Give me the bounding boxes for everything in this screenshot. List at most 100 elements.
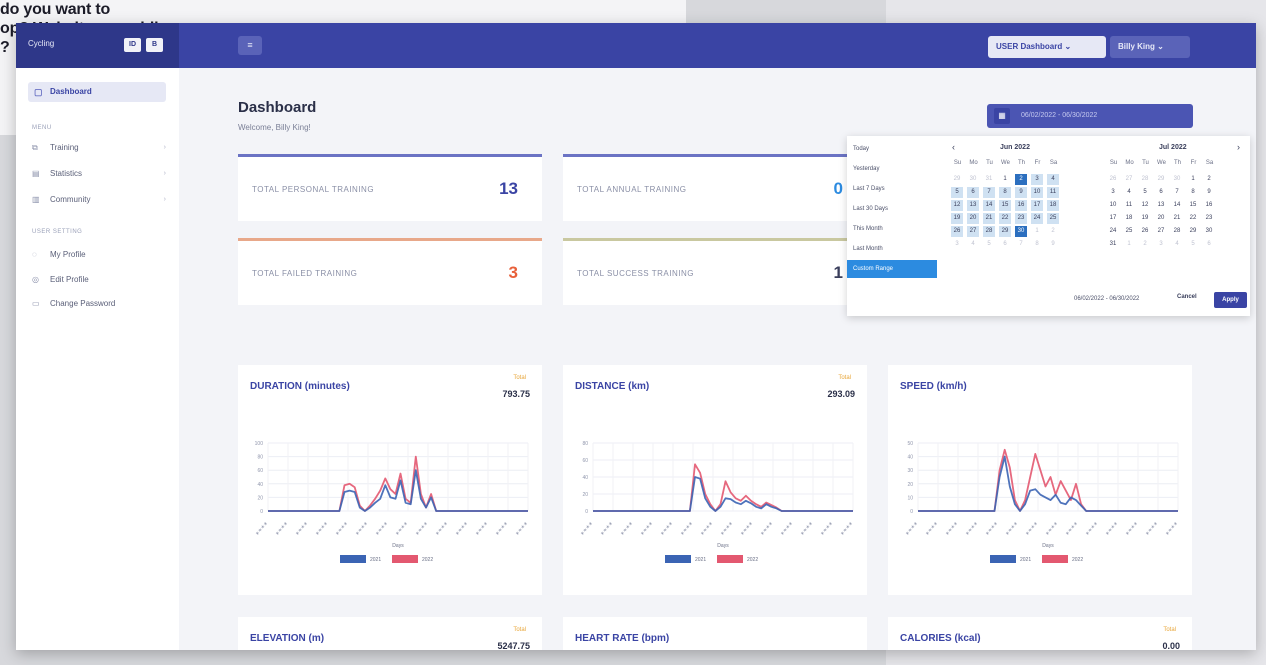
calendar-day[interactable]: 6	[1159, 189, 1163, 195]
calendar-day[interactable]: 23	[1205, 215, 1213, 221]
calendar-day[interactable]: 5	[1143, 189, 1147, 195]
calendar-day[interactable]: 12	[951, 200, 963, 211]
sidebar-item-my-profile[interactable]: ◌ My Profile	[32, 249, 166, 261]
calendar-day[interactable]: 21	[1173, 215, 1181, 221]
calendar-day[interactable]: 5	[951, 187, 963, 198]
calendar-day[interactable]: 7	[983, 187, 995, 198]
calendar-day[interactable]: 24	[1031, 213, 1043, 224]
calendar-day[interactable]: 2	[1051, 228, 1055, 234]
calendar-day[interactable]: 2	[1143, 241, 1147, 247]
range-last-month[interactable]: Last Month	[853, 246, 883, 252]
calendar-day[interactable]: 22	[1189, 215, 1197, 221]
calendar-day[interactable]: 9	[1051, 241, 1055, 247]
calendar-day[interactable]: 24	[1109, 228, 1117, 234]
range-yesterday[interactable]: Yesterday	[853, 166, 880, 172]
calendar-day[interactable]: 4	[1175, 241, 1179, 247]
calendar-day[interactable]: 26	[951, 226, 963, 237]
range-this-month[interactable]: This Month	[853, 226, 883, 232]
user-menu[interactable]: Billy King ⌄	[1110, 36, 1190, 58]
cancel-button[interactable]: Cancel	[1177, 294, 1197, 300]
calendar-day[interactable]: 28	[1141, 176, 1149, 182]
calendar-day[interactable]: 20	[1157, 215, 1165, 221]
prev-month-arrow-icon[interactable]: ‹	[952, 142, 955, 152]
calendar-day[interactable]: 25	[1047, 213, 1059, 224]
brand-button-id[interactable]: ID	[124, 38, 141, 52]
date-range-button[interactable]: ▦ 06/02/2022 - 06/30/2022	[987, 104, 1193, 128]
calendar-day[interactable]: 12	[1141, 202, 1149, 208]
calendar-day[interactable]: 6	[1207, 241, 1211, 247]
calendar-day[interactable]: 27	[1125, 176, 1133, 182]
menu-icon[interactable]: ≡	[238, 36, 262, 55]
calendar-day[interactable]: 30	[969, 176, 977, 182]
calendar-day[interactable]: 2	[1207, 176, 1211, 182]
calendar-day[interactable]: 1	[1035, 228, 1039, 234]
calendar-day[interactable]: 11	[1125, 202, 1133, 208]
calendar-day[interactable]: 2	[1015, 174, 1027, 185]
next-month-arrow-icon[interactable]: ›	[1237, 142, 1240, 152]
calendar-day[interactable]: 18	[1125, 215, 1133, 221]
calendar-day[interactable]: 10	[1109, 202, 1117, 208]
sidebar-item-statistics[interactable]: ▤ Statistics ›	[32, 168, 166, 180]
calendar-day[interactable]: 3	[955, 241, 959, 247]
range-custom[interactable]: Custom Range	[847, 260, 937, 278]
calendar-day[interactable]: 29	[953, 176, 961, 182]
calendar-day[interactable]: 14	[983, 200, 995, 211]
calendar-day[interactable]: 10	[1031, 187, 1043, 198]
calendar-day[interactable]: 15	[999, 200, 1011, 211]
dashboard-select[interactable]: USER Dashboard ⌄	[988, 36, 1106, 58]
calendar-day[interactable]: 16	[1205, 202, 1213, 208]
calendar-day[interactable]: 14	[1173, 202, 1181, 208]
calendar-day[interactable]: 1	[1003, 176, 1007, 182]
calendar-day[interactable]: 13	[1157, 202, 1165, 208]
calendar-day[interactable]: 31	[1109, 241, 1117, 247]
calendar-day[interactable]: 30	[1015, 226, 1027, 237]
sidebar-item-dashboard[interactable]: ▢ Dashboard	[28, 82, 166, 102]
calendar-day[interactable]: 11	[1047, 187, 1059, 198]
sidebar-item-edit-profile[interactable]: ◎ Edit Profile	[32, 274, 166, 286]
range-today[interactable]: Today	[853, 146, 870, 152]
brand-name[interactable]: Cycling	[28, 39, 55, 48]
calendar-day[interactable]: 26	[1141, 228, 1149, 234]
calendar-day[interactable]: 16	[1015, 200, 1027, 211]
calendar-day[interactable]: 25	[1125, 228, 1133, 234]
calendar-day[interactable]: 30	[1205, 228, 1213, 234]
calendar-day[interactable]: 8	[1035, 241, 1039, 247]
apply-button[interactable]: Apply	[1214, 292, 1247, 308]
range-last-30-days[interactable]: Last 30 Days	[853, 206, 889, 212]
calendar-day[interactable]: 5	[1191, 241, 1195, 247]
calendar-day[interactable]: 8	[999, 187, 1011, 198]
calendar-day[interactable]: 9	[1207, 189, 1211, 195]
sidebar-item-training[interactable]: ⧉ Training ›	[32, 142, 166, 154]
calendar-day[interactable]: 6	[967, 187, 979, 198]
calendar-day[interactable]: 3	[1111, 189, 1115, 195]
calendar-day[interactable]: 1	[1191, 176, 1195, 182]
sidebar-item-community[interactable]: ▥ Community ›	[32, 194, 166, 206]
calendar-day[interactable]: 18	[1047, 200, 1059, 211]
calendar-day[interactable]: 20	[967, 213, 979, 224]
calendar-day[interactable]: 6	[1003, 241, 1007, 247]
calendar-day[interactable]: 1	[1127, 241, 1131, 247]
calendar-day[interactable]: 4	[1047, 174, 1059, 185]
range-last-7-days[interactable]: Last 7 Days	[853, 186, 885, 192]
calendar-day[interactable]: 9	[1015, 187, 1027, 198]
calendar-day[interactable]: 22	[999, 213, 1011, 224]
calendar-day[interactable]: 29	[999, 226, 1011, 237]
calendar-day[interactable]: 5	[987, 241, 991, 247]
calendar-day[interactable]: 28	[1173, 228, 1181, 234]
sidebar-item-change-password[interactable]: ▭ Change Password	[32, 298, 166, 310]
calendar-day[interactable]: 4	[1127, 189, 1131, 195]
calendar-day[interactable]: 13	[967, 200, 979, 211]
calendar-day[interactable]: 30	[1173, 176, 1181, 182]
calendar-day[interactable]: 7	[1175, 189, 1179, 195]
calendar-day[interactable]: 19	[951, 213, 963, 224]
calendar-day[interactable]: 4	[971, 241, 975, 247]
calendar-day[interactable]: 3	[1159, 241, 1163, 247]
calendar-day[interactable]: 27	[967, 226, 979, 237]
calendar-day[interactable]: 31	[985, 176, 993, 182]
calendar-day[interactable]: 23	[1015, 213, 1027, 224]
calendar-day[interactable]: 27	[1157, 228, 1165, 234]
calendar-day[interactable]: 21	[983, 213, 995, 224]
calendar-day[interactable]: 29	[1189, 228, 1197, 234]
calendar-day[interactable]: 15	[1189, 202, 1197, 208]
calendar-day[interactable]: 26	[1109, 176, 1117, 182]
